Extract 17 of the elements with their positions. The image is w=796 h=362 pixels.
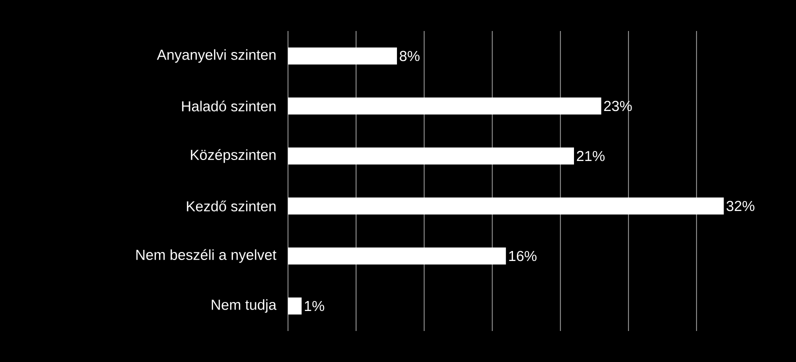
data-label: 32% (726, 200, 754, 212)
bar (288, 48, 397, 65)
data-label: 21% (576, 150, 605, 162)
y-tick-label: Nem tudja (212, 299, 276, 313)
y-tick-label: Nem beszéli a nyelvet (136, 249, 276, 263)
bar (288, 298, 302, 315)
y-tick-label: Anyanyelvi szinten (156, 49, 276, 63)
data-label: 16% (509, 250, 536, 262)
y-tick-label: Középszinten (190, 149, 276, 163)
y-tick-label: Haladó szinten (182, 100, 276, 112)
bar (288, 198, 724, 215)
bar (288, 148, 574, 165)
bar (288, 98, 602, 115)
y-tick-label: Kezdő szinten (186, 200, 276, 212)
bar (288, 248, 506, 265)
data-label: 1% (304, 300, 324, 312)
data-label: 8% (400, 50, 420, 62)
